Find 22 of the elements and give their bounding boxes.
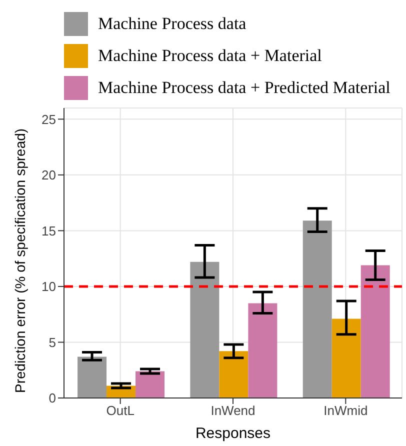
bar [219,351,248,398]
x-tick-label: InWend [210,403,256,418]
bar [302,220,332,398]
x-axis-title: Responses [195,425,271,442]
legend-label: Machine Process data + Material [98,46,322,66]
x-tick-label: OutL [106,403,134,418]
bar [136,371,165,398]
y-tick-label: 0 [48,390,56,406]
bar [190,262,220,398]
y-tick-label: 5 [48,334,56,350]
bar [332,318,361,398]
y-tick-label: 10 [42,279,56,294]
bar [248,303,278,398]
y-tick-label: 15 [42,223,56,238]
x-tick-label: InWmid [324,403,368,418]
bar [78,356,107,398]
legend-label: Machine Process data + Predicted Material [98,78,390,98]
y-axis-title: Prediction error (% of specification spread) [12,128,28,393]
y-tick-label: 25 [42,112,56,127]
y-tick-label: 20 [42,168,56,183]
legend-label: Machine Process data [98,14,246,34]
bar [360,265,390,398]
